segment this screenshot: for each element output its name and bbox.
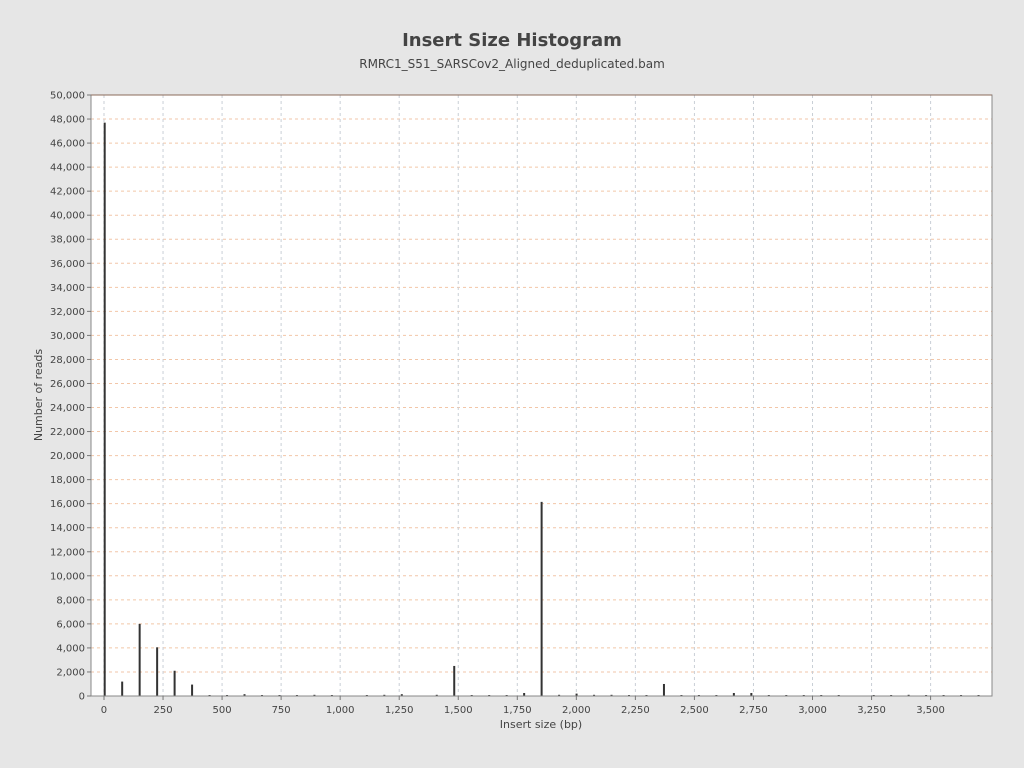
x-tick-label: 500 bbox=[213, 705, 232, 716]
x-tick-label: 2,500 bbox=[680, 705, 709, 716]
y-tick-label: 20,000 bbox=[50, 451, 85, 462]
y-tick-label: 10,000 bbox=[50, 571, 85, 582]
histogram-bar bbox=[243, 694, 246, 696]
histogram-bar bbox=[121, 681, 124, 696]
y-tick-label: 14,000 bbox=[50, 523, 85, 534]
y-tick-label: 36,000 bbox=[50, 259, 85, 270]
histogram-bar bbox=[313, 694, 316, 696]
histogram-bar bbox=[156, 647, 159, 696]
histogram-bar bbox=[575, 693, 578, 696]
histogram-bar bbox=[191, 684, 194, 696]
x-tick-label: 3,500 bbox=[916, 705, 945, 716]
x-tick-label: 3,250 bbox=[857, 705, 886, 716]
chart-subtitle: RMRC1_S51_SARSCov2_Aligned_deduplicated.… bbox=[359, 57, 665, 71]
histogram-bar bbox=[523, 692, 526, 696]
histogram-bar bbox=[662, 683, 665, 696]
y-tick-label: 34,000 bbox=[50, 283, 85, 294]
histogram-bar bbox=[103, 122, 106, 697]
x-tick-label: 2,750 bbox=[739, 705, 768, 716]
histogram-bar bbox=[383, 694, 386, 696]
histogram-bar bbox=[907, 694, 910, 696]
y-tick-label: 48,000 bbox=[50, 115, 85, 126]
y-tick-label: 18,000 bbox=[50, 475, 85, 486]
histogram-bar bbox=[558, 694, 561, 696]
x-tick-label: 750 bbox=[272, 705, 291, 716]
y-tick-label: 30,000 bbox=[50, 331, 85, 342]
x-tick-label: 2,000 bbox=[562, 705, 591, 716]
histogram-bar bbox=[593, 694, 596, 696]
x-tick-label: 3,000 bbox=[798, 705, 827, 716]
histogram-bar bbox=[138, 623, 141, 696]
y-tick-label: 6,000 bbox=[56, 619, 85, 630]
y-tick-label: 26,000 bbox=[50, 379, 85, 390]
y-tick-label: 0 bbox=[79, 692, 85, 703]
y-axis-label: Number of reads bbox=[32, 349, 45, 442]
y-tick-label: 12,000 bbox=[50, 547, 85, 558]
y-tick-label: 50,000 bbox=[50, 91, 85, 102]
y-tick-label: 44,000 bbox=[50, 163, 85, 174]
x-axis-label: Insert size (bp) bbox=[500, 718, 582, 731]
y-tick-label: 28,000 bbox=[50, 355, 85, 366]
y-tick-label: 22,000 bbox=[50, 427, 85, 438]
x-tick-label: 1,000 bbox=[326, 705, 355, 716]
y-tick-label: 46,000 bbox=[50, 139, 85, 150]
x-tick-label: 2,250 bbox=[621, 705, 650, 716]
x-tick-label: 250 bbox=[153, 705, 172, 716]
y-axis: 0 2,000 4,000 6,000 8,000 10,000 12,000 14,000 1… bbox=[50, 91, 91, 703]
histogram-bar bbox=[400, 694, 403, 696]
histogram-bar bbox=[610, 694, 613, 696]
histogram-bar bbox=[732, 692, 735, 696]
histogram-bar bbox=[453, 665, 456, 696]
y-tick-label: 2,000 bbox=[56, 667, 85, 678]
y-tick-label: 16,000 bbox=[50, 499, 85, 510]
y-tick-label: 40,000 bbox=[50, 211, 85, 222]
histogram-bar bbox=[750, 692, 753, 696]
histogram-bar bbox=[540, 501, 543, 696]
x-tick-label: 0 bbox=[101, 705, 107, 716]
x-tick-label: 1,750 bbox=[503, 705, 532, 716]
y-tick-label: 4,000 bbox=[56, 643, 85, 654]
chart-title: Insert Size Histogram bbox=[402, 30, 622, 51]
y-tick-label: 24,000 bbox=[50, 403, 85, 414]
y-tick-label: 8,000 bbox=[56, 595, 85, 606]
histogram-bar bbox=[435, 694, 438, 696]
x-tick-label: 1,250 bbox=[385, 705, 414, 716]
x-tick-label: 1,500 bbox=[444, 705, 473, 716]
y-tick-label: 42,000 bbox=[50, 187, 85, 198]
histogram-bar bbox=[173, 670, 176, 696]
x-axis: 0 250 500 750 1,000 1,250 1,500 1,750 2,000 2,250… bbox=[101, 696, 945, 716]
y-tick-label: 38,000 bbox=[50, 235, 85, 246]
y-tick-label: 32,000 bbox=[50, 307, 85, 318]
